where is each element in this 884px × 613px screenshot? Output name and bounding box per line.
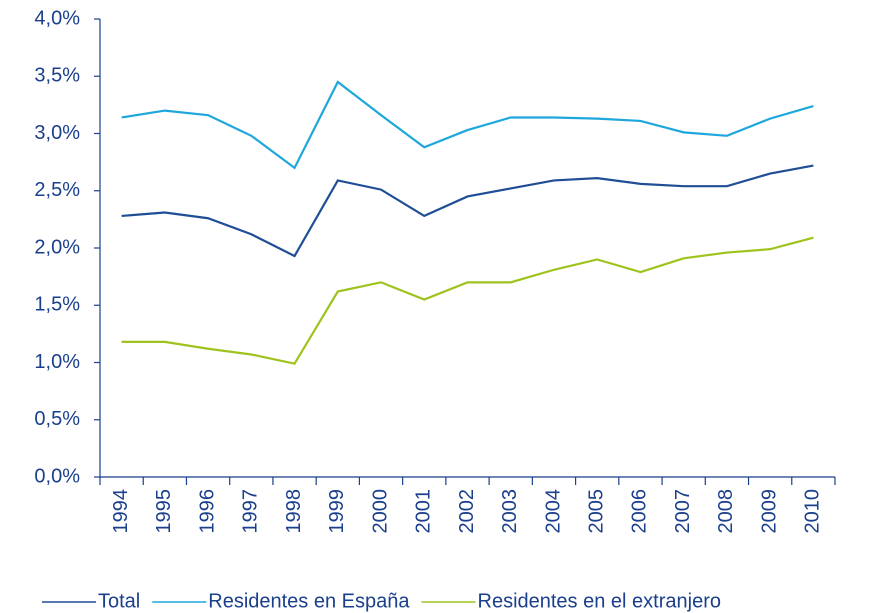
x-tick-label: 1995 (153, 489, 175, 534)
y-tick-label: 3,5% (34, 65, 80, 87)
y-tick-label: 4,0% (34, 7, 80, 29)
x-tick-label: 2003 (499, 489, 521, 534)
legend-label: Residentes en el extranjero (478, 590, 721, 612)
x-tick-label: 1999 (326, 489, 348, 534)
y-tick-label: 2,5% (34, 179, 80, 201)
series-line (121, 164, 814, 258)
x-tick-label: 2010 (802, 489, 824, 534)
x-tick-label: 2009 (758, 489, 780, 534)
x-tick-label: 2000 (369, 489, 391, 534)
x-tick-label: 2006 (629, 489, 651, 534)
x-tick-label: 1998 (283, 489, 305, 534)
legend-label: Total (98, 590, 140, 612)
series-line (121, 236, 814, 365)
x-tick-label: 2008 (715, 489, 737, 534)
y-tick-label: 0,5% (34, 408, 80, 430)
x-tick-label: 2007 (672, 489, 694, 534)
legend-label: Residentes en España (208, 590, 410, 612)
x-tick-label: 2004 (542, 489, 564, 534)
y-tick-label: 3,0% (34, 122, 80, 144)
y-tick-label: 1,0% (34, 351, 80, 373)
x-tick-label: 1994 (110, 489, 132, 534)
x-tick-label: 2001 (413, 489, 435, 534)
series-line (121, 80, 814, 170)
x-tick-label: 1997 (240, 489, 262, 534)
x-tick-label: 1996 (196, 489, 218, 534)
y-tick-label: 2,0% (34, 236, 80, 258)
y-tick-label: 1,5% (34, 294, 80, 316)
x-tick-label: 2002 (456, 489, 478, 534)
x-tick-label: 2005 (585, 489, 607, 534)
y-tick-label: 0,0% (34, 465, 80, 487)
